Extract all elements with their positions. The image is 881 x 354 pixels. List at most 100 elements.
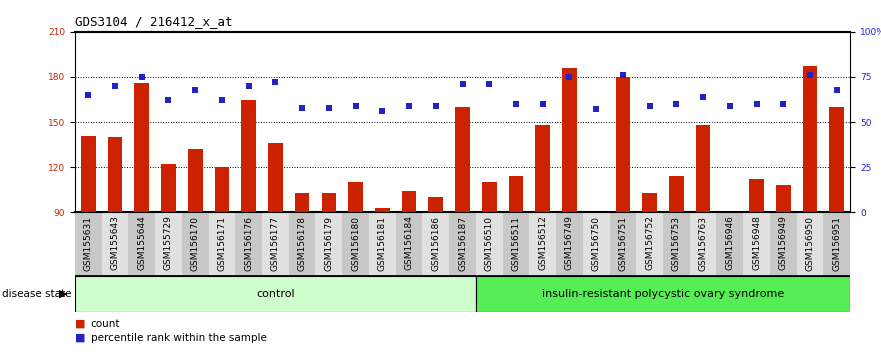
Text: GSM156179: GSM156179 <box>324 216 333 270</box>
Point <box>135 74 149 80</box>
Bar <box>396 212 422 276</box>
Bar <box>744 212 770 276</box>
Bar <box>215 167 229 212</box>
Text: GSM156511: GSM156511 <box>512 216 521 270</box>
Text: GSM156749: GSM156749 <box>565 216 574 270</box>
Bar <box>455 107 470 212</box>
Bar <box>663 212 690 276</box>
Text: GSM156171: GSM156171 <box>218 216 226 270</box>
Text: disease state: disease state <box>2 289 71 299</box>
Point <box>803 72 817 78</box>
Bar <box>135 83 149 212</box>
Text: GSM156512: GSM156512 <box>538 216 547 270</box>
Point <box>215 98 229 103</box>
Text: insulin-resistant polycystic ovary syndrome: insulin-resistant polycystic ovary syndr… <box>542 289 784 299</box>
Point <box>509 101 523 107</box>
Bar <box>342 212 369 276</box>
Point <box>562 74 576 80</box>
Point <box>429 103 443 109</box>
Text: GSM156753: GSM156753 <box>672 216 681 270</box>
Bar <box>181 212 209 276</box>
Point <box>616 72 630 78</box>
Point <box>322 105 336 110</box>
Text: GSM156187: GSM156187 <box>458 216 467 270</box>
Bar <box>107 137 122 212</box>
Text: control: control <box>256 289 295 299</box>
Point <box>536 101 550 107</box>
Bar <box>796 212 824 276</box>
Text: GSM156950: GSM156950 <box>805 216 815 270</box>
Bar <box>690 212 716 276</box>
Text: ■: ■ <box>75 333 85 343</box>
Bar <box>562 68 577 212</box>
Bar <box>75 276 476 312</box>
Bar <box>268 143 283 212</box>
Text: GSM155631: GSM155631 <box>84 216 93 270</box>
Bar <box>696 125 710 212</box>
Bar <box>716 212 744 276</box>
Bar <box>556 212 583 276</box>
Text: GSM155644: GSM155644 <box>137 216 146 270</box>
Text: GSM156178: GSM156178 <box>298 216 307 270</box>
Point <box>161 98 175 103</box>
Bar <box>476 212 503 276</box>
Bar <box>422 212 449 276</box>
Bar <box>829 107 844 212</box>
Text: GSM156170: GSM156170 <box>190 216 200 270</box>
Text: GSM156763: GSM156763 <box>699 216 707 270</box>
Bar <box>75 212 101 276</box>
Bar <box>235 212 262 276</box>
Text: GSM156510: GSM156510 <box>485 216 493 270</box>
Point <box>642 103 656 109</box>
Text: GSM156180: GSM156180 <box>352 216 360 270</box>
Bar <box>803 67 818 212</box>
Bar <box>636 212 663 276</box>
Bar <box>449 212 476 276</box>
Bar <box>315 212 342 276</box>
Point <box>722 103 737 109</box>
Text: GSM156752: GSM156752 <box>645 216 655 270</box>
Text: GSM155729: GSM155729 <box>164 216 173 270</box>
Bar <box>583 212 610 276</box>
Point <box>189 87 203 92</box>
Text: GSM156184: GSM156184 <box>404 216 413 270</box>
Bar <box>476 276 850 312</box>
Bar <box>529 212 556 276</box>
Text: GSM156186: GSM156186 <box>432 216 440 270</box>
Bar <box>824 212 850 276</box>
Bar <box>241 99 256 212</box>
Bar <box>669 176 684 212</box>
Bar <box>369 212 396 276</box>
Point <box>830 87 844 92</box>
Text: GSM156181: GSM156181 <box>378 216 387 270</box>
Text: count: count <box>91 319 120 329</box>
Bar <box>610 212 636 276</box>
Bar <box>508 176 523 212</box>
Bar <box>188 149 203 212</box>
Text: GSM156951: GSM156951 <box>833 216 841 270</box>
Bar <box>776 185 790 212</box>
Point <box>108 83 122 89</box>
Bar <box>503 212 529 276</box>
Text: GSM155643: GSM155643 <box>110 216 120 270</box>
Bar <box>348 182 363 212</box>
Point <box>241 83 255 89</box>
Point <box>375 108 389 114</box>
Bar <box>81 136 96 212</box>
Point <box>349 103 363 109</box>
Bar <box>616 77 630 212</box>
Bar <box>749 179 764 212</box>
Point <box>402 103 416 109</box>
Text: GSM156750: GSM156750 <box>592 216 601 270</box>
Bar <box>155 212 181 276</box>
Text: ■: ■ <box>75 319 85 329</box>
Text: GSM156949: GSM156949 <box>779 216 788 270</box>
Bar <box>642 193 657 212</box>
Point <box>455 81 470 87</box>
Bar <box>101 212 129 276</box>
Text: GSM156177: GSM156177 <box>270 216 280 270</box>
Text: ▶: ▶ <box>59 289 68 299</box>
Bar <box>402 191 417 212</box>
Bar <box>322 193 337 212</box>
Bar <box>129 212 155 276</box>
